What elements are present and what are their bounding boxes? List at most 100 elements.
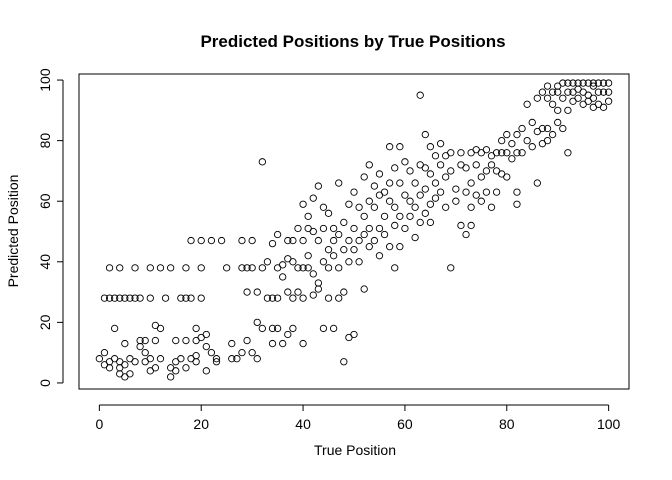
data-point [503,173,511,181]
data-point [319,224,328,233]
data-point [289,324,297,333]
data-point [202,342,210,351]
data-point [207,236,216,245]
data-point [273,324,282,333]
data-point [365,224,373,233]
x-tick-label: 40 [295,416,311,432]
data-point [156,355,165,363]
data-point [574,94,582,102]
data-point [279,339,287,348]
data-point [172,367,180,375]
data-point [182,364,190,372]
data-point [421,164,429,172]
data-point [594,79,603,87]
data-point [401,224,409,233]
data-point [564,88,572,96]
data-point [492,149,501,157]
data-point [284,288,292,296]
data-point [467,203,475,211]
data-point [604,97,613,105]
data-point [340,288,348,296]
data-point [121,294,129,302]
y-tick-label: 20 [37,314,53,330]
data-point [299,339,307,348]
data-point [329,224,338,233]
data-point [431,194,440,202]
data-point [141,336,149,345]
data-point [442,173,450,181]
data-point [365,197,373,205]
data-point [543,124,552,133]
data-point [411,203,419,211]
data-point [411,179,419,187]
y-tick-label: 100 [37,68,53,92]
data-point [436,161,445,169]
data-point [548,130,557,139]
data-point [299,264,307,272]
data-point [533,94,541,102]
data-point [487,161,496,169]
data-point [105,294,114,302]
data-point [248,349,256,357]
data-point [248,264,256,272]
data-point [263,294,272,302]
data-point [564,79,572,87]
data-point [396,242,404,251]
data-point [416,191,424,199]
data-point [604,79,613,87]
y-tick-label: 0 [37,379,53,387]
data-point [426,143,435,151]
data-point [447,264,455,272]
data-point [350,188,358,196]
data-point [365,242,373,251]
data-point [299,294,307,302]
data-point [385,179,394,187]
data-point [335,264,343,272]
data-point [217,236,226,245]
data-point [324,246,333,254]
data-point [304,264,312,272]
data-point [360,212,368,221]
data-point [385,143,394,151]
x-tick-label: 0 [95,416,103,432]
data-point [121,339,129,348]
data-point [238,236,246,245]
data-point [329,236,338,245]
data-point [360,285,368,293]
data-point [513,200,521,208]
data-point [105,264,114,272]
data-point [589,94,598,102]
data-point [467,179,475,187]
data-point [182,336,190,345]
data-point [335,179,343,187]
data-point [559,94,567,102]
data-point [299,236,307,245]
data-point [421,209,429,217]
data-point [523,100,531,108]
data-point [579,79,587,87]
data-point [151,336,160,345]
data-point [538,88,547,96]
data-point [487,203,496,211]
data-point [345,258,353,266]
data-point [192,324,200,333]
data-point [370,182,379,190]
data-point [559,79,567,87]
data-point [273,230,282,239]
data-point [391,203,399,211]
x-axis: 0 20 40 60 80 100 [95,404,621,432]
data-point [385,242,394,251]
data-point [131,264,139,272]
data-point [548,88,557,96]
data-point [131,294,139,302]
data-point [110,324,119,333]
data-point [192,352,200,360]
data-point [228,355,236,363]
data-point [554,118,562,127]
data-point [187,236,195,245]
data-point [457,221,465,230]
data-point [385,197,394,205]
data-point [156,264,165,272]
data-point [314,236,323,245]
